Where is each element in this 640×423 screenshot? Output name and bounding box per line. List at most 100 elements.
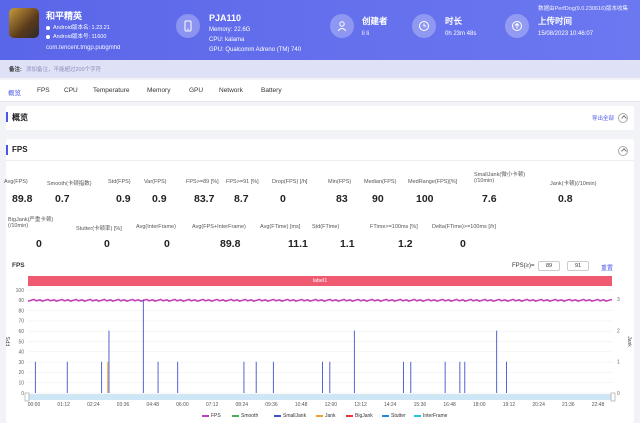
stat-label: Median(FPS) bbox=[364, 179, 397, 185]
legend-label: Jank bbox=[325, 413, 336, 419]
stat-value: 0 bbox=[164, 238, 170, 250]
stat-label: Var(FPS) bbox=[144, 179, 167, 185]
stat-label: Delta(FTime)>=100ms [/h] bbox=[432, 224, 496, 230]
slider-handle-right[interactable] bbox=[610, 392, 616, 402]
stat-value: 0 bbox=[280, 193, 286, 205]
upload-icon bbox=[505, 14, 529, 38]
label-bar[interactable]: label1 bbox=[28, 276, 612, 286]
duration-value: 0h 23m 48s bbox=[445, 31, 477, 37]
legend-item[interactable]: FPS bbox=[202, 413, 221, 419]
legend-swatch bbox=[382, 414, 389, 417]
tab-memory[interactable]: Memory bbox=[147, 87, 171, 94]
y-tick-label: 30 bbox=[18, 360, 24, 366]
duration-title: 时长 bbox=[445, 16, 463, 26]
fps-series-line bbox=[27, 298, 613, 302]
stat-value: 83 bbox=[336, 193, 348, 205]
fps-threshold-high-input[interactable]: 91 bbox=[567, 261, 589, 271]
stat-label: Avg(FPS+InterFrame) bbox=[192, 224, 246, 230]
creator-title: 创建者 bbox=[362, 16, 388, 26]
fps-section-title: FPS bbox=[12, 145, 28, 154]
stat-value: 1.1 bbox=[340, 238, 355, 250]
android-icon bbox=[46, 25, 50, 30]
stat-value: 0 bbox=[36, 238, 42, 250]
stat-value: 0.7 bbox=[55, 193, 70, 205]
legend-item[interactable]: SmallJank bbox=[274, 413, 306, 419]
x-tick-label: 16:48 bbox=[443, 402, 456, 408]
stat-value: 0 bbox=[460, 238, 466, 250]
x-tick-label: 18:00 bbox=[473, 402, 486, 408]
legend-swatch bbox=[316, 414, 323, 417]
android-version-code: Android版本号: 11600 bbox=[53, 34, 107, 40]
android-icon bbox=[46, 34, 50, 39]
stat-value: 90 bbox=[372, 193, 384, 205]
legend-item[interactable]: Jank bbox=[316, 413, 336, 419]
reset-button[interactable]: 重置 bbox=[601, 266, 614, 272]
legend-label: FPS bbox=[211, 413, 221, 419]
y-axis-label: FPS bbox=[6, 336, 12, 346]
x-tick-label: 06:00 bbox=[176, 402, 189, 408]
legend-item[interactable]: Stutter bbox=[382, 413, 406, 419]
stat-label: Avg(InterFrame) bbox=[136, 224, 176, 230]
y2-tick-label: 1 bbox=[617, 360, 620, 366]
tab-gpu[interactable]: GPU bbox=[189, 87, 204, 94]
app-name: 和平精英 bbox=[46, 11, 83, 21]
fps-threshold-label: FPS(≥)= bbox=[512, 263, 535, 269]
x-tick-label: 15:36 bbox=[414, 402, 427, 408]
overview-card: 概览 导出全部 bbox=[6, 106, 634, 130]
y-tick-label: 60 bbox=[18, 329, 24, 335]
y2-tick-label: 0 bbox=[617, 391, 620, 397]
tab-cpu[interactable]: CPU bbox=[64, 87, 78, 94]
x-tick-label: 00:00 bbox=[28, 402, 41, 408]
stat-value: 11.1 bbox=[288, 238, 308, 250]
tab-network[interactable]: Network bbox=[219, 87, 243, 94]
legend-swatch bbox=[346, 414, 353, 417]
y-tick-label: 90 bbox=[18, 298, 24, 304]
note-bar: 备注: 添加备注，不能超过200个字符 bbox=[0, 60, 640, 78]
stat-label: Avg(FTime) [ms] bbox=[260, 224, 301, 230]
stat-label: FTime>=100ms [%] bbox=[370, 224, 418, 230]
y-tick-label: 0 bbox=[21, 391, 24, 397]
creator-value: li li bbox=[362, 31, 369, 37]
legend-label: Smooth bbox=[241, 413, 259, 419]
stat-value: 0 bbox=[104, 238, 110, 250]
legend-label: SmallJank bbox=[283, 413, 307, 419]
tab-temperature[interactable]: Temperature bbox=[93, 87, 130, 94]
note-input[interactable]: 添加备注，不能超过200个字符 bbox=[26, 67, 102, 73]
x-tick-label: 21:36 bbox=[562, 402, 575, 408]
overview-title: 概览 bbox=[12, 113, 28, 122]
slider-handle-left[interactable] bbox=[24, 392, 30, 402]
stat-value: 89.8 bbox=[220, 238, 241, 250]
legend-item[interactable]: InterFrame bbox=[414, 413, 447, 419]
legend-label: InterFrame bbox=[423, 413, 448, 419]
legend-label: BigJank bbox=[355, 413, 373, 419]
device-memory: Memory: 22.6G bbox=[209, 27, 251, 33]
legend-swatch bbox=[414, 414, 421, 417]
app-icon bbox=[9, 8, 39, 38]
stat-value: 1.2 bbox=[398, 238, 413, 250]
y2-tick-label: 2 bbox=[617, 328, 620, 334]
fps-threshold-low-input[interactable]: 89 bbox=[538, 261, 560, 271]
y-tick-label: 50 bbox=[18, 339, 24, 345]
stat-label: Avg(FPS) bbox=[4, 179, 28, 185]
legend-item[interactable]: Smooth bbox=[232, 413, 258, 419]
clock-icon bbox=[412, 14, 436, 38]
stat-label: Stutter(卡顿率) [%] bbox=[76, 226, 122, 232]
stat-value: 0.8 bbox=[558, 193, 573, 205]
tab-battery[interactable]: Battery bbox=[261, 87, 282, 94]
y2-tick-label: 3 bbox=[617, 297, 620, 303]
collapse-icon[interactable] bbox=[618, 113, 628, 123]
y2-axis-label: Jank bbox=[626, 336, 632, 347]
stat-value: 8.7 bbox=[234, 193, 249, 205]
export-all-link[interactable]: 导出全部 bbox=[591, 116, 614, 122]
stat-label: Min(FPS) bbox=[328, 179, 352, 185]
x-tick-label: 07:12 bbox=[206, 402, 219, 408]
y-tick-label: 100 bbox=[16, 288, 25, 294]
time-range-slider[interactable] bbox=[28, 394, 612, 400]
x-tick-label: 08:24 bbox=[236, 402, 249, 408]
y-tick-label: 40 bbox=[18, 350, 24, 356]
legend-item[interactable]: BigJank bbox=[346, 413, 373, 419]
tab-overview[interactable]: 概览 bbox=[8, 90, 21, 97]
report-header: 和平精英 Android版本名: 1.23.21 Android版本号: 116… bbox=[0, 0, 640, 60]
collapse-icon[interactable] bbox=[618, 146, 628, 156]
tab-fps[interactable]: FPS bbox=[37, 87, 50, 94]
